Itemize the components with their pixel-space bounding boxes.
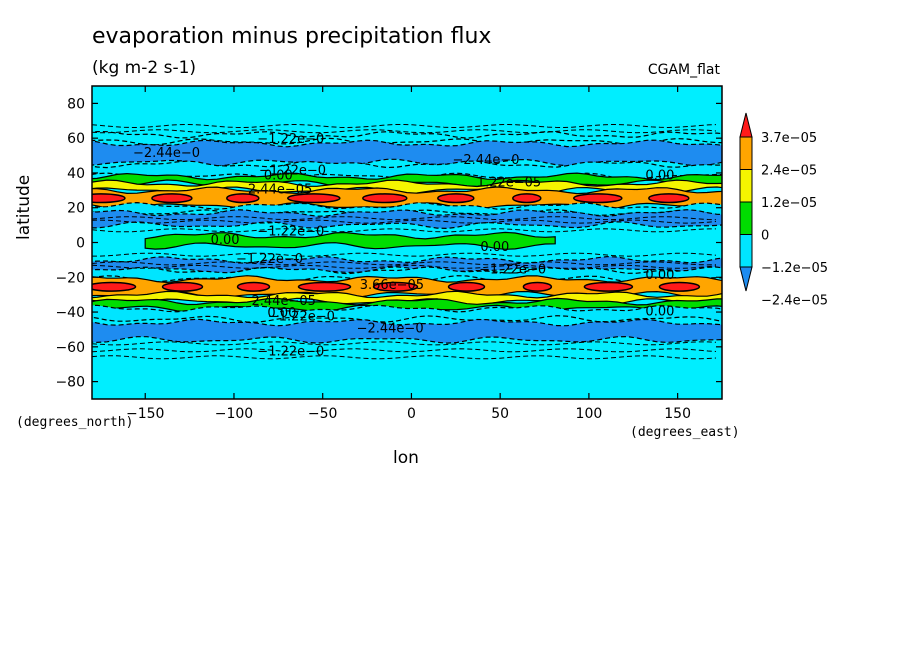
contour-line (92, 261, 717, 266)
y-tick-label: 40 (67, 166, 85, 182)
contour-label: 2.44e−05 (252, 294, 316, 309)
contour-label: −2.44e−0 (133, 146, 200, 161)
field-patch (583, 281, 634, 292)
field-patch (658, 281, 701, 292)
field-patch (447, 281, 486, 292)
field-band (92, 130, 722, 146)
contour-label: 0.00 (645, 304, 674, 319)
contour-line (92, 219, 717, 224)
x-tick-label: 0 (407, 406, 416, 422)
x-tick-label: −100 (215, 406, 253, 422)
colorbar: −2.4e−05 −1.2e−05 0 1.2e−05 2.4e−05 3.7e−05 (739, 112, 828, 309)
colorbar-label: −1.2e−05 (761, 261, 828, 276)
y-axis: −80 −60 −40 −20 0 20 40 60 80 (55, 96, 722, 391)
x-axis: −150 −100 −50 0 50 100 150 (126, 86, 691, 422)
field-patch (92, 281, 137, 292)
field-patch (236, 281, 271, 292)
colorbar-segment (739, 234, 753, 268)
contour-label: 0.00 (645, 268, 674, 283)
contour-line (92, 348, 717, 353)
contour-line (92, 264, 717, 269)
colorbar-label: 1.2e−05 (761, 196, 817, 211)
field-patch (362, 193, 408, 204)
field-patch (522, 281, 553, 292)
contour-label: 0.00 (480, 240, 509, 255)
contour-label: 0.00 (267, 306, 296, 321)
y-axis-units: (degrees_north) (16, 415, 134, 430)
contour-label: 0.00 (264, 169, 293, 184)
field-band (92, 139, 722, 167)
x-tick-label: 150 (664, 406, 691, 422)
colorbar-segment (739, 136, 753, 170)
colorbar-segment (739, 169, 753, 203)
field-patch (297, 281, 352, 292)
contour-label: 0.00 (211, 233, 240, 248)
contour-label: −1.22e−0 (236, 252, 303, 267)
colorbar-segment (739, 201, 753, 235)
contour-line (92, 355, 717, 360)
x-tick-label: 100 (576, 406, 603, 422)
y-tick-label: −40 (55, 305, 85, 321)
field-patch (512, 193, 542, 204)
contour-label: −2.44e−0 (357, 322, 424, 337)
field-patch (437, 193, 475, 204)
field-band (92, 179, 722, 195)
contour-label: −1.22e−0 (268, 310, 335, 325)
contour-label: −1.22e−0 (257, 224, 324, 239)
y-tick-label: 20 (67, 201, 85, 217)
contour-label: 1.22e−05 (477, 176, 541, 191)
contour-line (92, 341, 717, 346)
field-band (92, 297, 722, 313)
y-tick-label: −20 (55, 270, 85, 286)
y-tick-label: −80 (55, 375, 85, 391)
x-tick-label: 50 (491, 406, 509, 422)
field-patch (573, 193, 623, 204)
plot-area: −2.44e−0−1.22e−0−2.44e−0−1.22e−00.00 0.00… (92, 86, 722, 399)
contour-label: −1.22e−0 (479, 263, 546, 278)
field-band (92, 318, 722, 344)
contour-line (92, 123, 717, 129)
field-patch (372, 281, 419, 292)
x-tick-label: −50 (308, 406, 338, 422)
field-patch (226, 193, 260, 204)
contour-line (92, 228, 716, 233)
chart-title: evaporation minus precipitation flux (92, 24, 492, 49)
field-patch (648, 193, 690, 204)
y-tick-label: −60 (55, 340, 85, 356)
field-patch (161, 281, 204, 292)
colorbar-label: 2.4e−05 (761, 164, 817, 179)
colorbar-label: −2.4e−05 (761, 294, 828, 309)
contour-label: −1.22e−0 (259, 164, 326, 179)
x-axis-label: lon (393, 448, 419, 468)
colorbar-arrow-top (739, 112, 753, 138)
chart-units: (kg m-2 s-1) (92, 58, 197, 78)
contour-label: −2.44e−0 (453, 153, 520, 168)
colorbar-arrow-bottom (739, 266, 753, 292)
contour-label: 2.44e−05 (248, 183, 312, 198)
y-tick-label: 60 (67, 131, 85, 147)
field-patch (151, 193, 193, 204)
y-tick-label: 80 (67, 96, 85, 112)
colorbar-label: 3.7e−05 (761, 131, 817, 146)
x-axis-units: (degrees_east) (630, 425, 740, 440)
x-tick-label: −150 (126, 406, 164, 422)
contour-label: 3.66e−05 (360, 278, 424, 293)
contour-label: −1.22e−0 (257, 344, 324, 359)
dataset-label: CGAM_flat (647, 62, 720, 78)
y-tick-label: 0 (76, 236, 85, 252)
field-band (144, 231, 556, 250)
field-patch (287, 193, 341, 204)
field-patch (92, 193, 126, 204)
contour-line (92, 252, 717, 257)
contour-line (92, 129, 717, 134)
contour-label: 0.00 (645, 169, 674, 184)
contour-line (92, 216, 717, 221)
colorbar-label: 0 (761, 229, 769, 244)
field-band (92, 304, 722, 323)
contour-label: −1.22e−0 (257, 132, 324, 147)
